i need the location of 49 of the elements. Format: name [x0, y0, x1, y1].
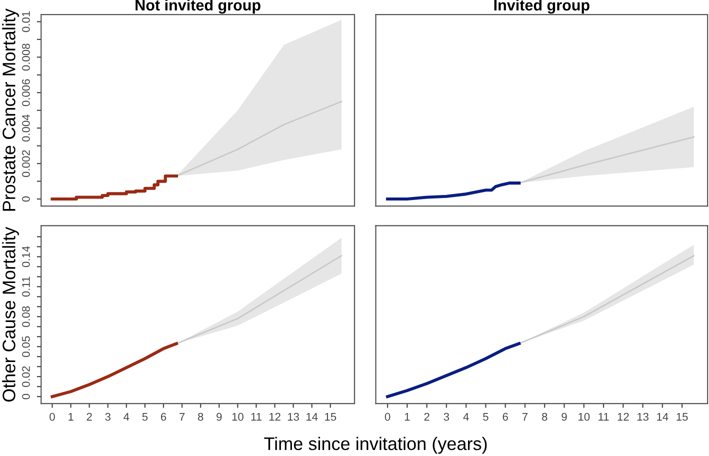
x-axis-title: Time since invitation (years) [264, 436, 487, 454]
y-tick-label: 0.004 [22, 114, 30, 142]
x-tick-label: 15 [676, 412, 688, 421]
y-tick-label: 0.01 [22, 11, 30, 32]
x-tick-label: 8 [542, 412, 548, 421]
x-tick-label: 6 [502, 412, 508, 421]
x-tick-label: 10 [232, 412, 244, 421]
x-tick-label: 5 [142, 412, 148, 421]
x-tick-label: 5 [483, 412, 488, 421]
line-series [176, 100, 342, 177]
x-tick-label: 10 [578, 412, 590, 421]
x-tick-label: 3 [105, 412, 110, 421]
x-tick-label: 9 [562, 412, 567, 421]
x-tick-label: 1 [404, 412, 410, 421]
x-tick-label: 13 [637, 412, 648, 421]
x-tick-label: 3 [444, 412, 450, 421]
y-tick-label: 0.05 [22, 336, 30, 357]
x-tick-label: 0 [50, 412, 55, 421]
x-tick-label: 12 [269, 412, 280, 421]
y-axis-title: Prostate Cancer Mortality [2, 8, 19, 211]
x-tick-label: 8 [198, 412, 204, 421]
x-tick-label: 7 [522, 412, 528, 421]
x-tick-label: 2 [86, 412, 92, 421]
x-tick-label: 11 [251, 412, 262, 421]
x-tick-label: 4 [124, 412, 130, 421]
x-tick-label: 4 [463, 412, 469, 421]
x-tick-label: 12 [618, 412, 629, 421]
x-tick-label: 15 [325, 412, 336, 421]
x-tick-label: 9 [216, 412, 222, 421]
x-tick-label: 1 [68, 412, 74, 421]
x-tick-label: 0 [384, 412, 390, 421]
x-tick-label: 6 [160, 412, 166, 421]
line-series [50, 342, 178, 398]
y-axis-title: Other Cause Mortality [2, 226, 19, 402]
y-tick-label: 0.11 [22, 276, 30, 297]
x-tick-label: 14 [306, 412, 318, 421]
x-tick-label: 11 [598, 412, 609, 421]
y-tick-label: 0.08 [22, 306, 30, 328]
x-tick-label: 7 [180, 412, 185, 421]
x-tick-label: 13 [288, 412, 299, 421]
y-tick-label: 0.02 [22, 366, 30, 387]
y-tick-label: 0.14 [22, 246, 30, 268]
y-tick-label: 0.008 [22, 44, 30, 71]
y-tick-label: 0 [22, 196, 30, 202]
y-tick-label: 0 [22, 394, 30, 400]
x-tick-label: 2 [424, 412, 430, 421]
y-tick-label: 0.002 [22, 150, 30, 178]
y-tick-label: 0.006 [22, 79, 30, 106]
x-tick-label: 14 [657, 412, 668, 421]
